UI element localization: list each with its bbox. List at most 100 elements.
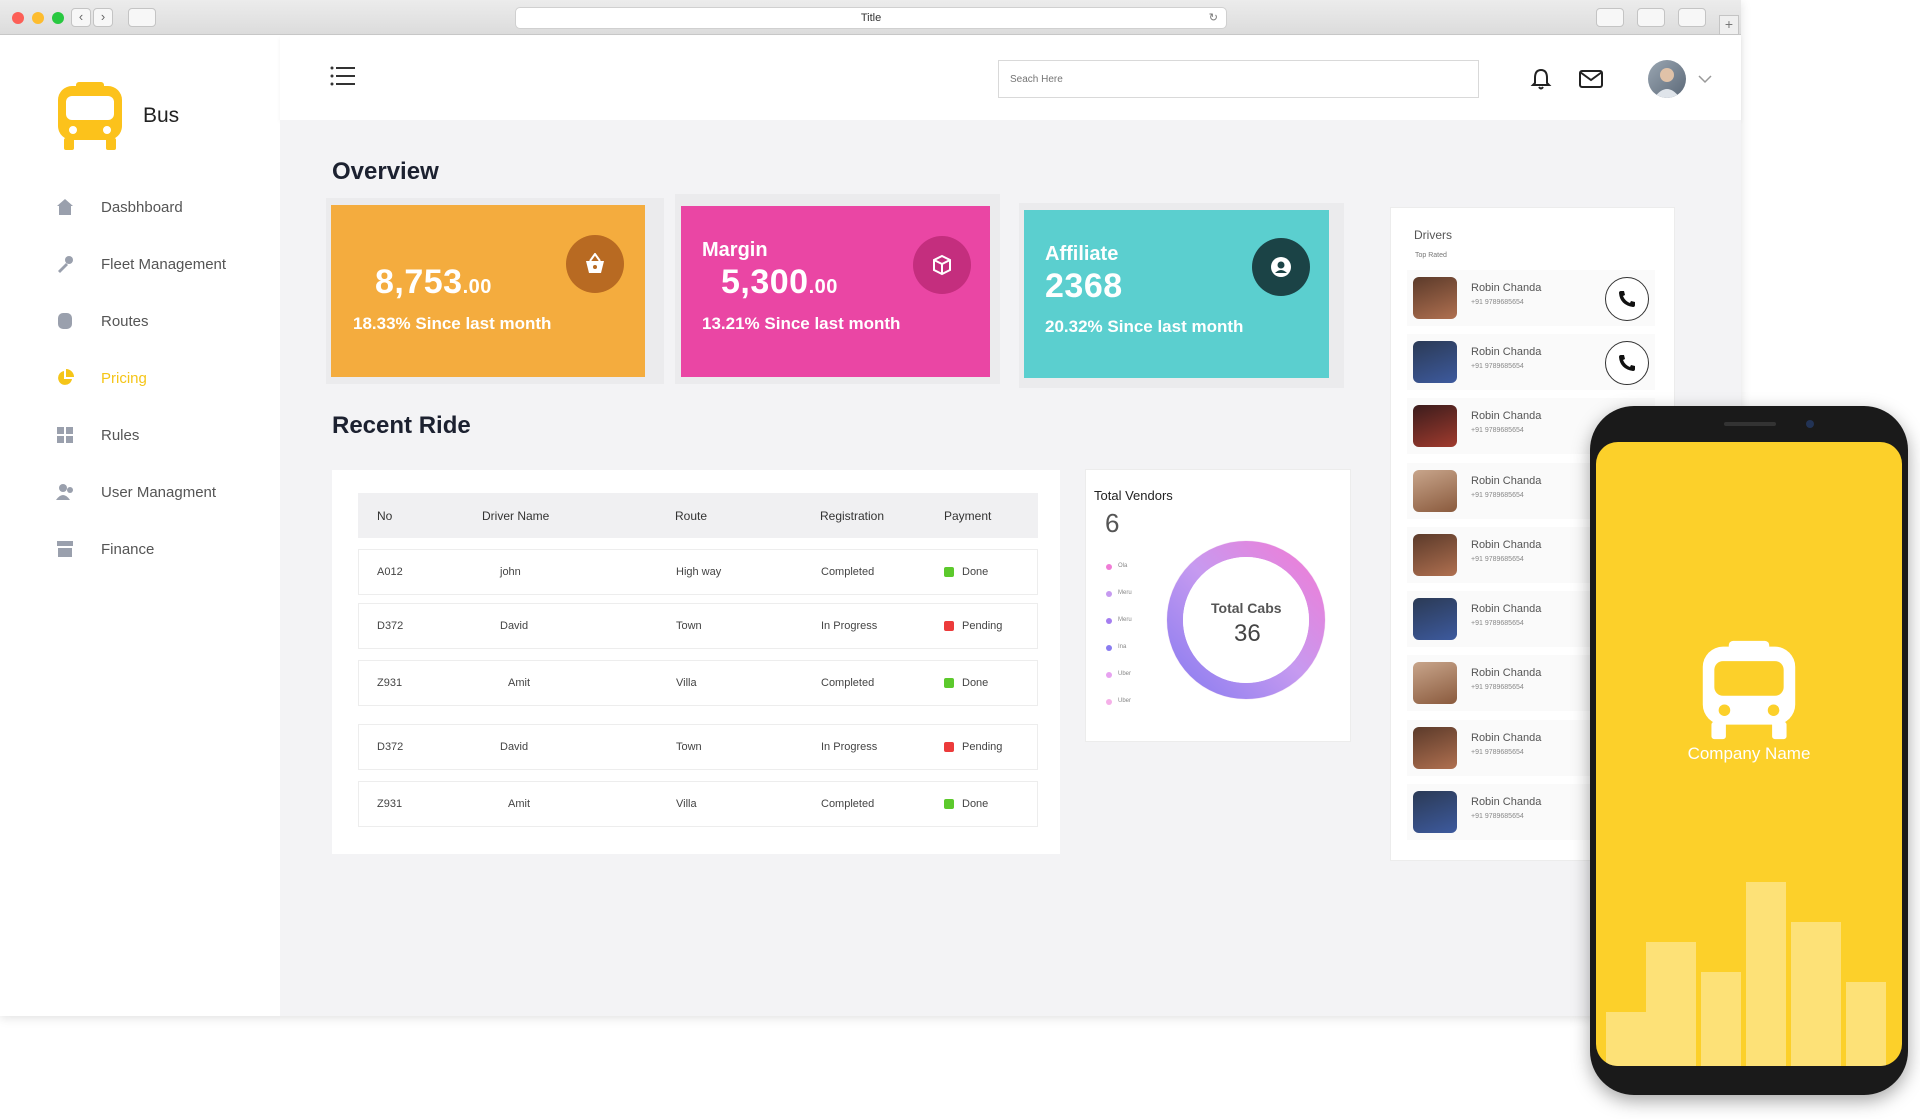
sidebar-item-finance[interactable]: Finance [55, 537, 154, 561]
sidebar-item-label: Fleet Management [101, 255, 227, 273]
store-icon [55, 539, 75, 559]
tabs-button[interactable] [1678, 8, 1706, 27]
bell-icon[interactable] [1530, 68, 1552, 95]
legend-dot [1106, 672, 1112, 678]
driver-phone: +91 9789685654 [1471, 813, 1524, 820]
cell-driver: john [500, 566, 521, 578]
phone-mockup: Company Name [1590, 406, 1908, 1095]
legend-label: Meru [1118, 617, 1132, 623]
sidebar-item-routes[interactable]: Routes [55, 309, 149, 333]
status-dot [944, 678, 954, 688]
vendors-title: Total Vendors [1094, 488, 1173, 503]
avatar [1413, 470, 1457, 512]
legend-label: Ina [1118, 644, 1127, 650]
vendors-donut-chart [1166, 540, 1326, 700]
cell-route: Villa [676, 798, 697, 810]
avatar [1413, 791, 1457, 833]
cell-no: Z931 [377, 677, 403, 689]
driver-phone: +91 9789685654 [1471, 492, 1524, 499]
user-circle-icon [1252, 238, 1310, 296]
bus-logo-icon [58, 82, 122, 150]
share-button[interactable] [1637, 8, 1665, 27]
phone-camera [1806, 420, 1814, 428]
legend-dot [1106, 699, 1112, 705]
card-value: 8,753.00 [375, 263, 492, 301]
column-header-no: No [377, 509, 393, 523]
phone-icon [1619, 355, 1635, 371]
cell-payment: Pending [962, 620, 1003, 632]
donut-center-value: 36 [1234, 620, 1261, 647]
cell-driver: Amit [508, 798, 530, 810]
forward-button[interactable]: › [93, 8, 113, 27]
card-subtitle: 13.21% Since last month [702, 314, 901, 333]
table-row[interactable]: D372 David Town In Progress Pending [358, 724, 1038, 770]
card-subtitle: 18.33% Since last month [353, 314, 552, 333]
minimize-window-button[interactable] [32, 12, 44, 24]
driver-name: Robin Chanda [1471, 410, 1542, 422]
search-input[interactable] [998, 60, 1479, 98]
cell-payment: Pending [962, 741, 1003, 753]
phone-earpiece [1724, 422, 1776, 426]
pie-chart-icon [55, 368, 75, 388]
driver-name: Robin Chanda [1471, 732, 1542, 744]
reload-icon[interactable]: ↻ [1208, 12, 1218, 24]
legend-label: Uber [1118, 671, 1132, 677]
chevron-down-icon[interactable] [1698, 71, 1712, 89]
browser-window: ‹ › Title ↻ + Bus Dasbhboard [0, 0, 1741, 1016]
address-bar[interactable]: Title ↻ [515, 7, 1227, 29]
call-button[interactable] [1605, 277, 1649, 321]
table-row[interactable]: Z931 Amit Villa Completed Done [358, 660, 1038, 706]
driver-phone: +91 9789685654 [1471, 749, 1524, 756]
cell-route: High way [676, 566, 722, 578]
legend-dot [1106, 591, 1112, 597]
city-skyline-icon [1606, 882, 1886, 1066]
avatar[interactable] [1648, 60, 1686, 98]
close-window-button[interactable] [12, 12, 24, 24]
table-header: No Driver Name Route Registration Paymen… [358, 493, 1038, 538]
download-button[interactable] [1596, 8, 1624, 27]
table-row[interactable]: Z931 Amit Villa Completed Done [358, 781, 1038, 827]
vendors-count: 6 [1105, 508, 1120, 538]
driver-name: Robin Chanda [1471, 603, 1542, 615]
avatar [1413, 405, 1457, 447]
driver-phone: +91 9789685654 [1471, 684, 1524, 691]
sidebar-item-user-management[interactable]: User Managment [55, 480, 216, 504]
bus-logo-icon [1702, 640, 1796, 740]
cell-registration: Completed [821, 566, 875, 578]
sidebar-item-label: Rules [101, 426, 140, 444]
card-label: Affiliate [1045, 243, 1119, 265]
affiliate-card: Affiliate 2368 20.32% Since last month [1024, 210, 1329, 378]
home-icon [55, 197, 75, 217]
sidebar-item-label: User Managment [101, 483, 217, 501]
cell-route: Town [676, 620, 702, 632]
sidebar-item-dashboard[interactable]: Dasbhboard [55, 195, 183, 219]
browser-titlebar: ‹ › Title ↻ + [0, 0, 1741, 35]
driver-phone: +91 9789685654 [1471, 556, 1524, 563]
column-header-route: Route [675, 509, 708, 523]
recent-ride-title: Recent Ride [332, 412, 471, 439]
legend-dot [1106, 618, 1112, 624]
driver-item[interactable]: Robin Chanda +91 9789685654 [1407, 270, 1655, 326]
driver-name: Robin Chanda [1471, 346, 1542, 358]
mail-icon[interactable] [1579, 70, 1603, 93]
driver-item[interactable]: Robin Chanda +91 9789685654 [1407, 334, 1655, 390]
cell-no: D372 [377, 741, 404, 753]
back-button[interactable]: ‹ [71, 8, 91, 27]
sidebar-item-rules[interactable]: Rules [55, 423, 139, 447]
company-name: Company Name [1687, 744, 1811, 763]
call-button[interactable] [1605, 341, 1649, 385]
sidebar-item-pricing[interactable]: Pricing [55, 366, 147, 390]
card-label: Margin [702, 239, 768, 261]
users-icon [55, 482, 75, 502]
avatar [1413, 341, 1457, 383]
table-row[interactable]: D372 David Town In Progress Pending [358, 603, 1038, 649]
maximize-window-button[interactable] [52, 12, 64, 24]
sidebar-item-fleet-management[interactable]: Fleet Management [55, 252, 226, 276]
menu-icon[interactable] [330, 66, 356, 86]
table-row[interactable]: A012 john High way Completed Done [358, 549, 1038, 595]
new-tab-button[interactable]: + [1719, 15, 1739, 35]
avatar [1413, 277, 1457, 319]
vendors-panel: Total Vendors 6 Ola Meru Meru Ina Uber U… [1085, 469, 1351, 742]
sidebar-toggle-button[interactable] [128, 8, 156, 27]
cell-driver: David [500, 741, 529, 753]
